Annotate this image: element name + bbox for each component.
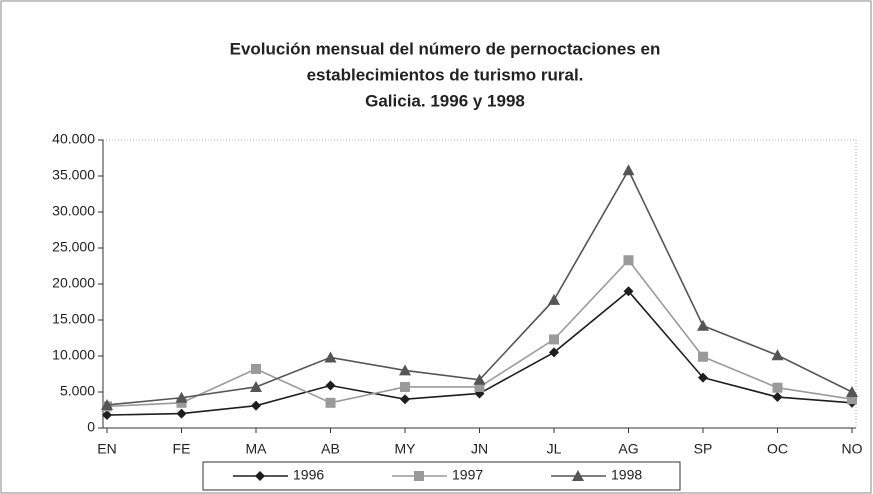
y-tick-label: 35.000	[52, 167, 95, 183]
marker	[623, 255, 634, 266]
marker	[399, 364, 411, 376]
y-tick-label: 20.000	[52, 275, 95, 291]
marker	[250, 380, 262, 392]
marker	[846, 386, 858, 397]
marker	[175, 391, 188, 403]
legend-label: 1998	[611, 467, 642, 483]
marker	[698, 351, 708, 362]
marker	[176, 408, 187, 419]
x-tick-label: NO	[842, 441, 863, 457]
x-tick-label: EN	[97, 441, 116, 457]
marker	[400, 381, 410, 392]
x-tick-label: MA	[246, 441, 268, 457]
chart-title: Galicia. 1996 y 1998	[365, 91, 525, 110]
x-tick-label: JL	[547, 441, 562, 457]
y-tick-label: 25.000	[52, 239, 95, 255]
chart-title: establecimientos de turismo rural.	[307, 65, 584, 84]
marker	[772, 382, 783, 393]
x-tick-label: AB	[321, 441, 340, 457]
marker	[474, 381, 485, 392]
marker	[414, 471, 424, 481]
x-tick-label: OC	[767, 441, 788, 457]
y-tick-label: 40.000	[52, 131, 95, 147]
x-tick-label: MY	[395, 441, 417, 457]
marker	[325, 397, 336, 408]
y-tick-label: 0	[87, 419, 95, 435]
marker	[325, 380, 336, 391]
y-tick-label: 5.000	[60, 383, 95, 399]
x-tick-label: FE	[173, 441, 191, 457]
marker	[251, 400, 261, 411]
marker	[251, 363, 261, 374]
marker	[698, 372, 708, 383]
x-tick-label: AG	[618, 441, 638, 457]
legend-label: 1997	[452, 467, 483, 483]
marker	[622, 164, 635, 176]
chart-title: Evolución mensual del número de pernocta…	[230, 39, 661, 58]
y-tick-label: 30.000	[52, 203, 95, 219]
legend-label: 1996	[293, 467, 324, 483]
marker	[572, 470, 584, 481]
marker	[473, 373, 486, 385]
marker	[549, 347, 559, 358]
marker	[324, 351, 337, 363]
marker	[697, 319, 709, 331]
x-tick-label: SP	[694, 441, 713, 457]
marker	[623, 286, 634, 297]
marker	[176, 397, 187, 408]
marker	[400, 394, 410, 405]
marker	[772, 392, 783, 403]
marker	[847, 394, 857, 405]
y-tick-label: 15.000	[52, 311, 95, 327]
marker	[102, 410, 112, 421]
x-tick-label: JN	[471, 441, 488, 457]
y-tick-label: 10.000	[52, 347, 95, 363]
marker	[101, 398, 113, 410]
marker	[548, 293, 560, 305]
marker	[255, 471, 265, 481]
marker	[549, 334, 559, 345]
marker	[771, 349, 784, 361]
